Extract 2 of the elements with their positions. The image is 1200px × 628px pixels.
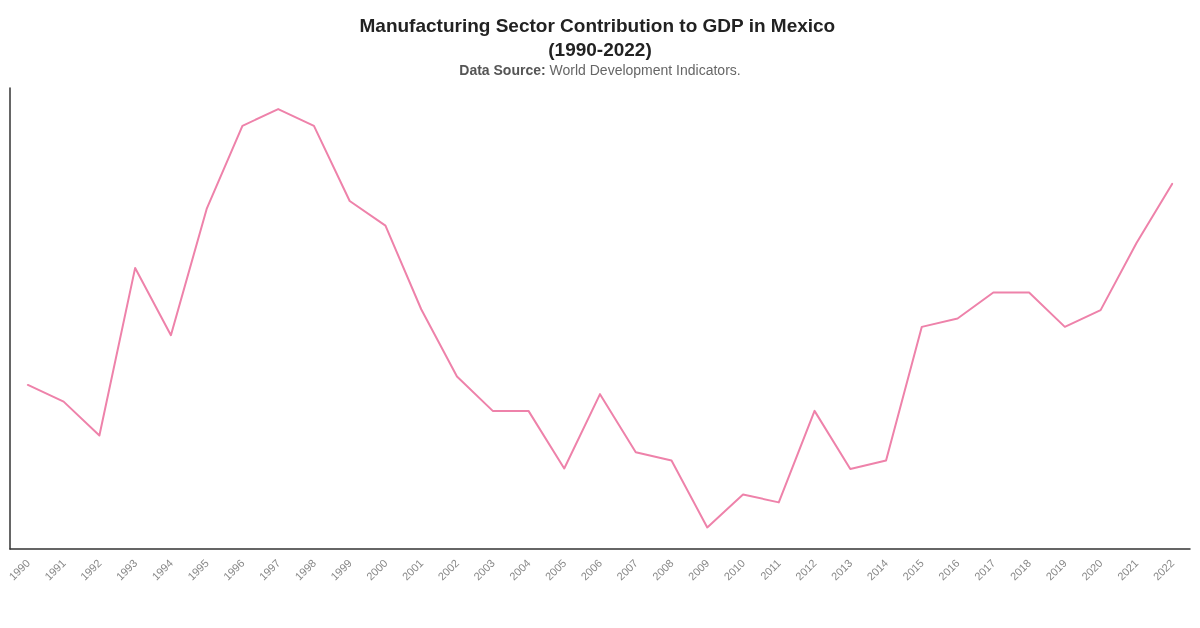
chart-title: Manufacturing Sector Contribution to GDP in Mexico (1990-2022) [359,14,841,60]
chart-subtitle: Data Source: World Development Indicators. [459,62,741,78]
